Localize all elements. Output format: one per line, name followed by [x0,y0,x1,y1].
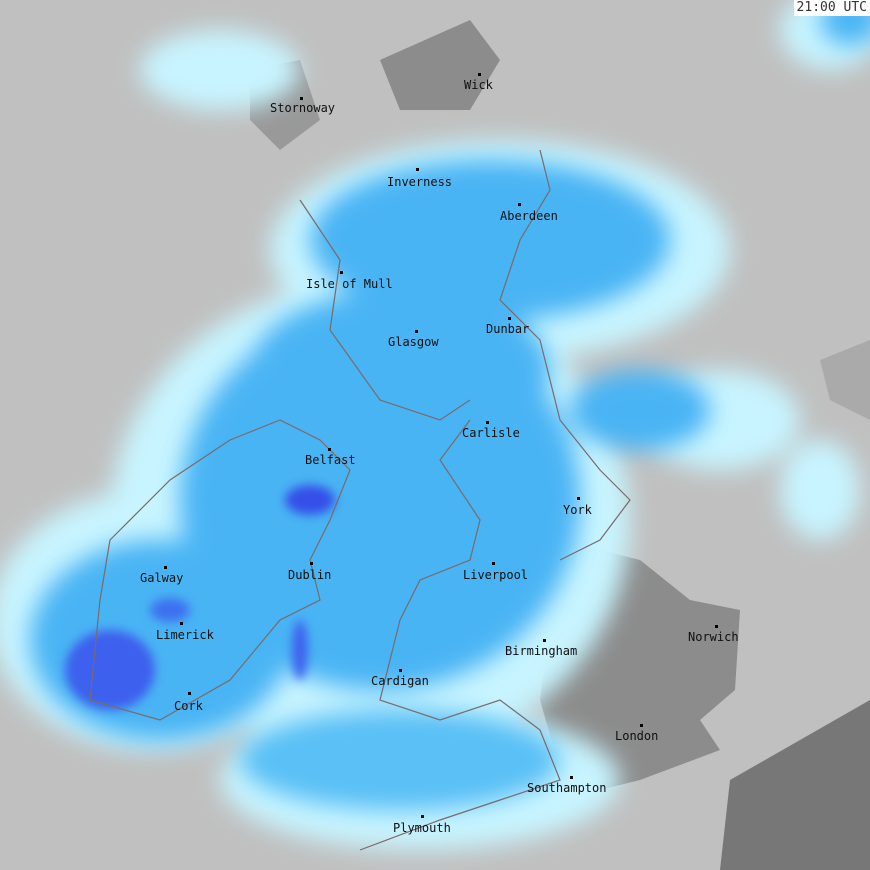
city-dot [180,622,183,625]
city-label-inverness: Inverness [387,175,453,189]
city-dot [486,421,489,424]
city-label-norwich: Norwich [688,630,739,644]
city-label-belfast: Belfast [305,453,356,467]
city-dot [543,639,546,642]
city-dot [416,168,419,171]
city-dot [715,625,718,628]
city-dot [421,815,424,818]
city-label-stornoway: Stornoway [270,101,336,115]
city-label-dublin: Dublin [288,568,332,582]
city-label-birmingham: Birmingham [505,644,578,658]
precipitation-radar-echoes [0,0,870,850]
city-label-limerick: Limerick [156,628,214,642]
city-dot [300,97,303,100]
city-dot [188,692,191,695]
city-dot [310,562,313,565]
city-dot [399,669,402,672]
city-dot [508,317,511,320]
city-label-wick: Wick [464,78,493,92]
timestamp-label: 21:00 UTC [793,0,870,16]
city-dot [164,566,167,569]
city-dot [570,776,573,779]
city-label-plymouth: Plymouth [393,821,451,835]
city-label-carlisle: Carlisle [462,426,520,440]
city-label-york: York [563,503,592,517]
city-dot [478,73,481,76]
city-dot [577,497,580,500]
city-label-galway: Galway [140,571,184,585]
coastlines [89,149,631,851]
city-label-liverpool: Liverpool [463,568,529,582]
city-label-glasgow: Glasgow [388,335,439,349]
city-label-aberdeen: Aberdeen [500,209,558,223]
city-label-isle-of-mull: Isle of Mull [306,277,393,291]
city-dot [328,448,331,451]
city-dot [492,562,495,565]
city-dot [340,271,343,274]
city-label-cardigan: Cardigan [371,674,429,688]
city-label-london: London [615,729,659,743]
city-dot [640,724,643,727]
city-label-dunbar: Dunbar [486,322,530,336]
city-dot [518,203,521,206]
city-label-cork: Cork [174,699,203,713]
city-label-southampton: Southampton [527,781,607,795]
city-dot [415,330,418,333]
